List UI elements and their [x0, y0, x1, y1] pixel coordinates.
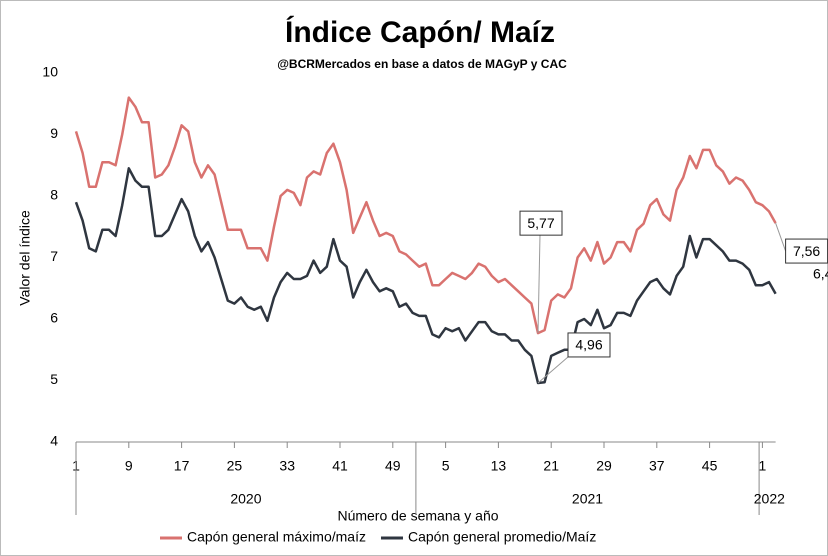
y-axis-label: Valor del índice	[17, 210, 33, 306]
y-tick-label: 8	[50, 187, 58, 203]
y-tick-label: 5	[50, 371, 58, 387]
x-tick-label: 49	[385, 458, 401, 474]
x-tick-label: 5	[442, 458, 450, 474]
x-tick-label: 1	[759, 458, 767, 474]
callout-box	[567, 332, 611, 358]
y-tick-label: 9	[50, 125, 58, 141]
value-label: 4,96	[575, 337, 602, 353]
callout-box	[785, 238, 828, 264]
x-tick-label: 33	[279, 458, 295, 474]
x-group-label: 2021	[572, 491, 603, 507]
x-group-label: 2022	[754, 491, 785, 507]
legend-label: Capón general promedio/Maíz	[408, 529, 596, 545]
y-tick-label: 6	[50, 310, 58, 326]
series-line	[74, 167, 777, 385]
y-tick-label: 7	[50, 248, 58, 264]
value-label: 5,77	[527, 215, 554, 231]
y-tick-label: 4	[50, 433, 58, 449]
x-tick-label: 29	[596, 458, 612, 474]
value-label: 6,41	[813, 265, 828, 281]
chart-subtitle: @BCRMercados en base a datos de MAGyP y …	[277, 57, 567, 71]
callout-leader	[537, 356, 569, 384]
x-tick-label: 21	[543, 458, 559, 474]
x-tick-label: 17	[174, 458, 190, 474]
x-tick-label: 45	[702, 458, 718, 474]
x-tick-label: 25	[227, 458, 243, 474]
callout-leader	[537, 235, 541, 334]
value-label: 7,56	[793, 243, 820, 259]
x-tick-label: 37	[649, 458, 665, 474]
x-tick-label: 9	[125, 458, 133, 474]
x-tick-label: 13	[491, 458, 507, 474]
chart-title: Índice Capón/ Maíz	[285, 15, 555, 49]
x-axis-label: Número de semana y año	[337, 508, 498, 524]
callout-leader	[775, 222, 787, 252]
callout-box	[519, 210, 563, 236]
y-tick-label: 10	[42, 64, 58, 80]
legend-label: Capón general máximo/maíz	[187, 529, 366, 545]
x-group-label: 2020	[230, 491, 261, 507]
x-tick-label: 41	[332, 458, 348, 474]
series-line	[74, 96, 777, 335]
